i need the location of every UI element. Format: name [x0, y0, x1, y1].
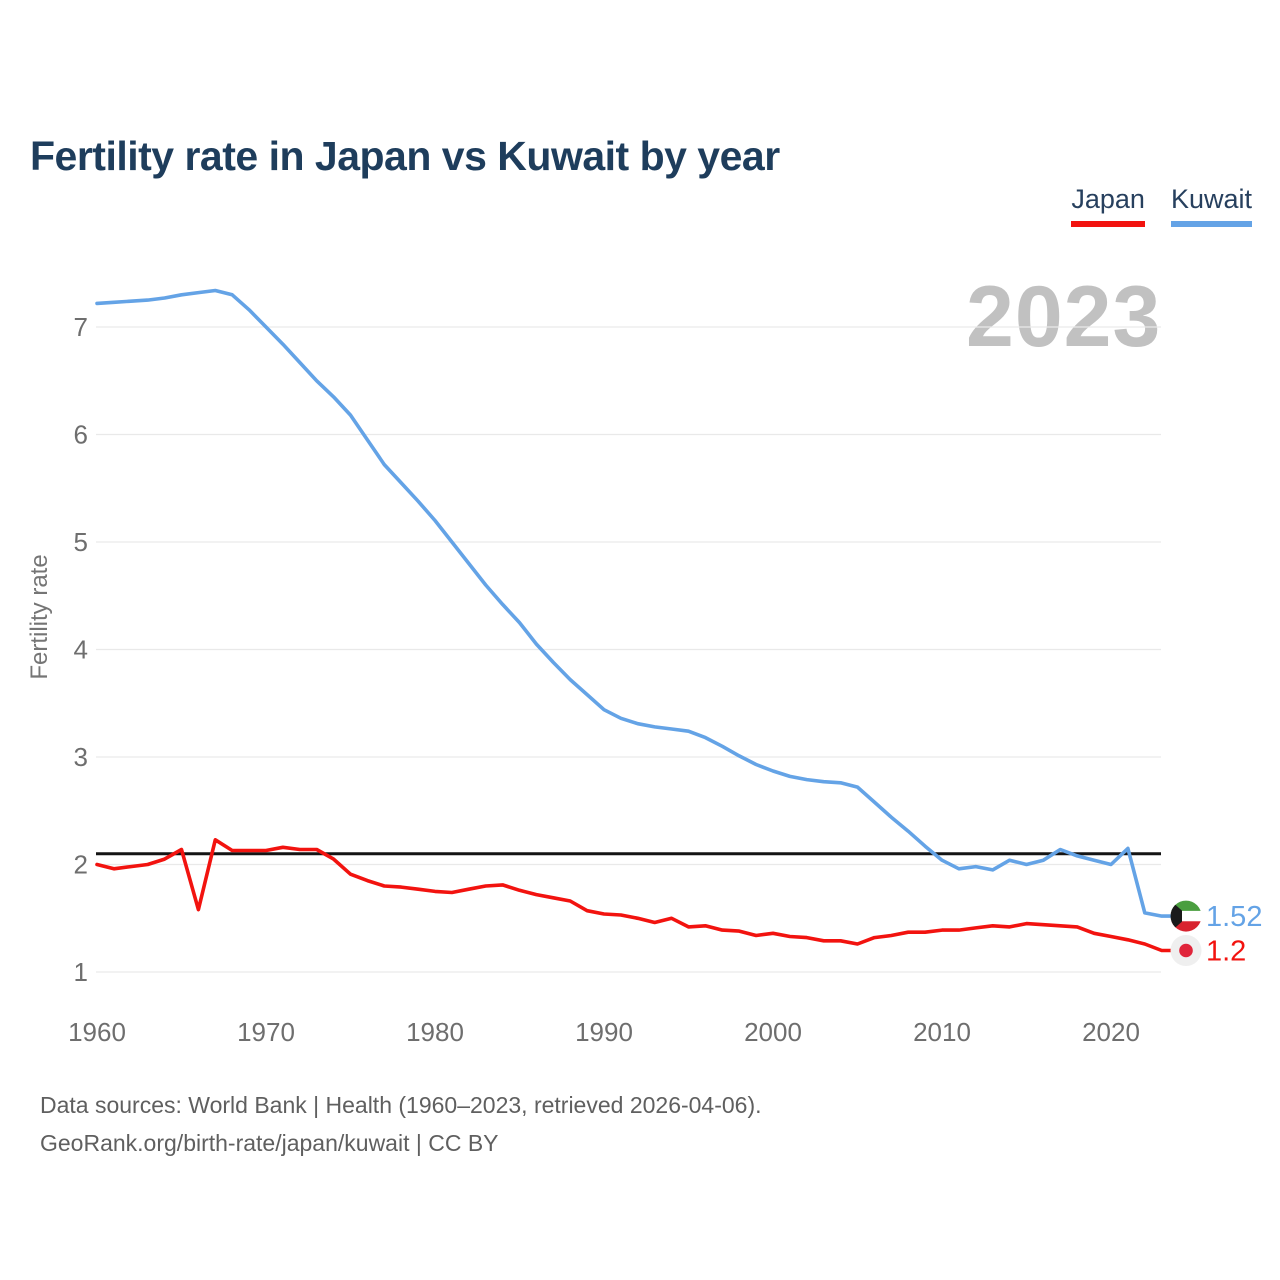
- kuwait-flag-icon: [1170, 900, 1202, 932]
- x-tick-label-1960: 1960: [68, 1017, 126, 1047]
- legend-item-kuwait[interactable]: Kuwait: [1170, 184, 1252, 227]
- y-tick-label-2: 2: [74, 850, 88, 880]
- y-tick-label-7: 7: [74, 312, 88, 342]
- x-tick-label-2020: 2020: [1082, 1017, 1140, 1047]
- x-tick-label-2000: 2000: [744, 1017, 802, 1047]
- japan-series-line[interactable]: [95, 837, 1173, 953]
- x-tick-label-2010: 2010: [913, 1017, 971, 1047]
- y-axis-title: Fertility rate: [26, 554, 53, 679]
- footer-sources-line: Data sources: World Bank | Health (1960–…: [40, 1092, 762, 1118]
- page-title: Fertility rate in Japan vs Kuwait by yea…: [30, 133, 780, 180]
- y-tick-label-5: 5: [74, 527, 88, 557]
- footer: Data sources: World Bank | Health (1960–…: [40, 1086, 762, 1162]
- japan-flag-dot: [1179, 943, 1193, 958]
- footer-attribution-line: GeoRank.org/birth-rate/japan/kuwait | CC…: [40, 1130, 499, 1156]
- x-tick-label-1980: 1980: [406, 1017, 464, 1047]
- y-tick-label-1: 1: [74, 957, 88, 987]
- japan-end-value: 1.2: [1206, 936, 1246, 968]
- x-tick-label-1990: 1990: [575, 1017, 633, 1047]
- year-watermark: 2023: [966, 269, 1162, 365]
- legend-item-japan[interactable]: Japan: [1071, 184, 1145, 227]
- kuwait-end-value: 1.52: [1206, 901, 1262, 933]
- legend: Japan Kuwait: [1071, 184, 1252, 227]
- x-tick-label-1970: 1970: [237, 1017, 295, 1047]
- kuwait-series-line[interactable]: [95, 288, 1173, 918]
- y-tick-label-4: 4: [74, 635, 88, 665]
- y-tick-label-3: 3: [74, 742, 88, 772]
- y-tick-label-6: 6: [74, 420, 88, 450]
